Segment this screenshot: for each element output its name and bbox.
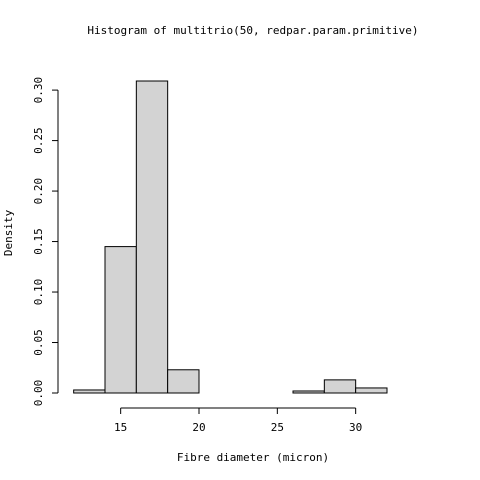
bars-group (73, 80, 388, 394)
y-tick-label-4: 0.20 (32, 178, 45, 205)
histogram-bar-1 (104, 246, 137, 394)
histogram-bar-8 (323, 379, 357, 394)
y-tick-label-0: 0.00 (32, 380, 45, 407)
x-axis-label: Fibre diameter (micron) (177, 451, 329, 464)
x-tick-label-3: 30 (349, 421, 362, 434)
x-axis: 15 20 25 30 (114, 407, 362, 434)
y-tick-label-3: 0.15 (32, 228, 45, 255)
y-axis: 0.00 0.05 0.10 0.15 0.20 0.25 0.30 (32, 77, 59, 407)
y-tick-label-2: 0.10 (32, 279, 45, 306)
histogram-bar-9 (355, 387, 388, 394)
y-axis-label: Density (2, 209, 15, 256)
y-tick-label-6: 0.30 (32, 77, 45, 104)
histogram-bar-0 (73, 389, 106, 394)
x-tick-label-1: 20 (192, 421, 205, 434)
y-tick-label-5: 0.25 (32, 127, 45, 154)
histogram-bar-3 (167, 369, 200, 394)
x-tick-label-0: 15 (114, 421, 127, 434)
chart-title: Histogram of multitrio(50, redpar.param.… (87, 24, 418, 37)
y-tick-label-1: 0.05 (32, 329, 45, 356)
histogram-bar-7 (292, 390, 325, 394)
x-tick-label-2: 25 (271, 421, 284, 434)
histogram-bar-2 (135, 80, 169, 394)
